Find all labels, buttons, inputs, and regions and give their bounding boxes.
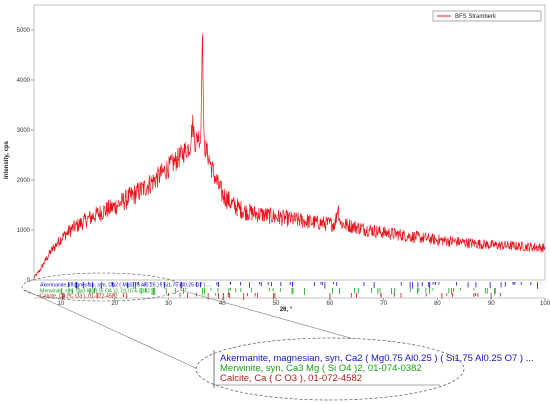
y-tick-label: 1000 xyxy=(17,228,31,234)
x-tick-label: 80 xyxy=(434,301,441,307)
reference-label: Merwinite, syn, Ca3 Mg ( Si O4 )2, 01-07… xyxy=(40,289,150,295)
zoom-reference-label: Calcite, Ca ( C O3 ), 01-072-4582 xyxy=(220,373,362,384)
x-axis: 10 20 30 40 50 60 70 80 90 100 xyxy=(34,297,550,307)
legend-label: BFS Stramberk xyxy=(455,14,497,20)
x-tick-label: 100 xyxy=(540,301,550,307)
reference-patterns: Akermanite, magnesian, syn, Ca2 ( Mg0.75… xyxy=(40,282,538,300)
x-tick-label: 60 xyxy=(326,301,333,307)
reference-label: Akermanite, magnesian, syn, Ca2 ( Mg0.75… xyxy=(40,283,211,289)
legend: BFS Stramberk xyxy=(432,10,542,22)
y-axis-title: Intensity, cps xyxy=(4,140,10,179)
plot-frame xyxy=(33,4,546,281)
x-tick-label: 30 xyxy=(165,301,172,307)
plot-border xyxy=(33,4,546,281)
series-layer xyxy=(33,34,546,279)
zoom-callout: Akermanite, magnesian, syn, Ca2 ( Mg0.75… xyxy=(21,272,534,401)
y-tick-label: 4000 xyxy=(17,78,31,84)
zoom-reference-label: Merwinite, syn, Ca3 Mg ( Si O4 )2, 01-07… xyxy=(220,363,422,374)
x-tick-label: 40 xyxy=(219,301,226,307)
x-tick-label: 90 xyxy=(488,301,495,307)
y-tick-label: 0 xyxy=(27,278,31,284)
x-axis-title: 2θ, ° xyxy=(280,307,293,313)
y-tick-label: 2000 xyxy=(17,178,31,184)
x-tick-label: 20 xyxy=(111,301,118,307)
reference-label: Calcite, Ca ( C O3 ), 01-072-4582 xyxy=(40,294,118,300)
zoom-connector xyxy=(24,289,201,371)
y-tick-label: 5000 xyxy=(17,28,31,34)
series-line-bfs-stramberk xyxy=(33,34,546,279)
zoom-source-ellipse xyxy=(21,272,183,302)
zoom-ellipse xyxy=(195,337,465,401)
legend-box xyxy=(432,10,542,22)
y-tick-label: 3000 xyxy=(17,128,31,134)
y-axis: 0 1000 2000 3000 4000 5000 xyxy=(17,28,34,284)
x-tick-label: 70 xyxy=(380,301,387,307)
x-tick-label: 50 xyxy=(273,301,280,307)
x-tick-label: 10 xyxy=(58,301,65,307)
zoom-reference-label: Akermanite, magnesian, syn, Ca2 ( Mg0.75… xyxy=(220,353,534,364)
